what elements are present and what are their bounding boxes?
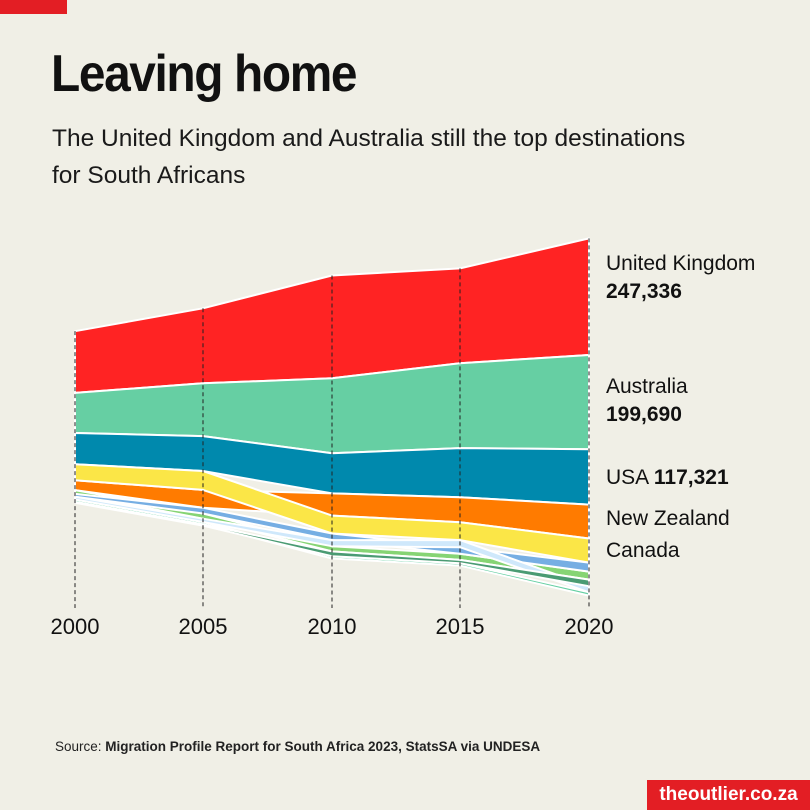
label-uk: United Kingdom 247,336: [606, 252, 756, 303]
x-tick-label: 2005: [178, 614, 228, 639]
x-tick-label: 2010: [307, 614, 357, 639]
brand-bar: [0, 0, 67, 14]
x-tick-label: 2000: [50, 614, 100, 639]
label-new-zealand: New Zealand: [606, 507, 730, 530]
subtitle: The United Kingdom and Australia still t…: [52, 125, 686, 189]
label-canada: Canada: [606, 539, 680, 562]
label-usa: USA 117,321: [606, 466, 729, 489]
area-band: [74, 500, 590, 588]
source-note: Source: Migration Profile Report for Sou…: [55, 739, 541, 754]
brand-badge: theoutlier.co.za: [647, 780, 810, 810]
x-tick-label: 2015: [435, 614, 485, 639]
x-tick-label: 2020: [564, 614, 614, 639]
page-title: Leaving home: [51, 45, 357, 103]
label-australia: Australia 199,690: [606, 375, 688, 426]
